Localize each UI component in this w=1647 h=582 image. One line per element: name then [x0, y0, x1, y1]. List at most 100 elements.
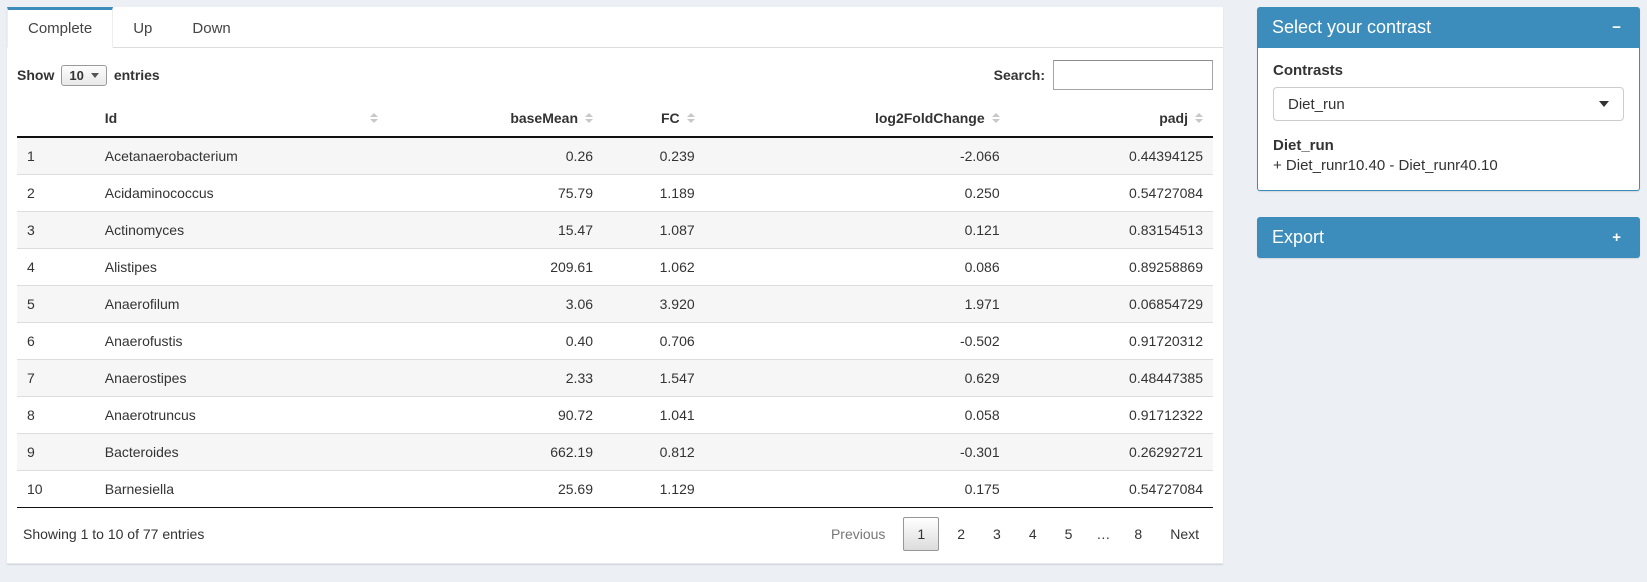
- cell-fc: 1.087: [603, 211, 705, 249]
- contrast-select[interactable]: Diet_run: [1273, 87, 1624, 121]
- export-box-title: Export: [1272, 227, 1325, 247]
- cell-rownum: 7: [17, 359, 95, 397]
- contrast-box: Select your contrast − Contrasts Diet_ru…: [1257, 7, 1640, 191]
- header-row: Id baseMean FC: [17, 100, 1213, 138]
- cell-padj: 0.83154513: [1009, 211, 1213, 249]
- cell-log2foldchange: -2.066: [959, 148, 1000, 164]
- table-row: 1 Acetanaerobacterium 0.26 0.239 -2.066 …: [17, 137, 1213, 175]
- cell-rownum: 5: [17, 285, 95, 323]
- cell-rownum: 3: [17, 211, 95, 249]
- cell-rownum: 6: [17, 322, 95, 360]
- cell-log2foldchange: 0.175: [704, 470, 1010, 508]
- show-label: Show: [17, 67, 55, 83]
- table-wrapper: Id baseMean FC: [7, 96, 1223, 508]
- cell-log2foldchange: 0.086: [704, 248, 1010, 286]
- cell-basemean: 3.06: [387, 285, 604, 323]
- cell-id: Alistipes: [94, 248, 388, 286]
- sort-icon: [686, 113, 695, 123]
- pagination-page-5[interactable]: 5: [1064, 526, 1073, 542]
- column-header-log2foldchange[interactable]: log2FoldChange: [704, 100, 1010, 138]
- cell-id: Anaerofilum: [94, 285, 388, 323]
- pagination-page-3[interactable]: 3: [993, 526, 1001, 542]
- cell-basemean: 15.47: [387, 211, 604, 249]
- contrast-box-body: Contrasts Diet_run Diet_run + Diet_runr1…: [1257, 48, 1640, 191]
- datatable-footer: Showing 1 to 10 of 77 entries Previous 1…: [7, 508, 1223, 563]
- cell-rownum: 1: [27, 148, 35, 164]
- cell-padj: 0.48447385: [1009, 359, 1213, 397]
- contrast-name: Diet_run: [1273, 137, 1334, 154]
- cell-rownum: 8: [17, 396, 95, 434]
- sort-icon: [991, 113, 1000, 123]
- cell-padj: 0.54727084: [1009, 174, 1213, 212]
- page-length-select[interactable]: 10: [61, 64, 107, 86]
- contrast-select-value: Diet_run: [1288, 95, 1345, 113]
- pagination-page-2[interactable]: 2: [957, 526, 966, 542]
- sidebar-panels: Select your contrast − Contrasts Diet_ru…: [1257, 7, 1640, 258]
- search-input[interactable]: [1053, 60, 1213, 90]
- result-tabs: Complete Up Down: [7, 7, 1223, 48]
- cell-rownum: 4: [17, 248, 95, 286]
- contrast-box-title: Select your contrast: [1272, 17, 1432, 37]
- cell-basemean: 90.72: [387, 396, 604, 434]
- sort-icon: [1195, 113, 1203, 123]
- entries-label: entries: [113, 67, 160, 83]
- column-label: Id: [104, 110, 118, 126]
- table-row: 10 Barnesiella 25.69 1.129 0.175 0.54727…: [17, 470, 1213, 508]
- pagination-ellipsis: …: [1096, 526, 1111, 542]
- pagination-page-4[interactable]: 4: [1028, 526, 1037, 542]
- table-row: 3 Actinomyces 15.47 1.087 0.121 0.831545…: [17, 211, 1213, 249]
- cell-basemean: 662.19: [387, 433, 604, 471]
- cell-fc: 1.189: [603, 174, 705, 212]
- cell-rownum: 9: [17, 433, 95, 471]
- page-length-control: Show 10 entries: [17, 64, 160, 86]
- search-control: Search:: [994, 60, 1213, 90]
- column-header-id[interactable]: Id: [94, 100, 388, 138]
- cell-basemean: 0.40: [387, 322, 604, 360]
- expand-plus-icon[interactable]: +: [1608, 228, 1625, 247]
- contrasts-label: Contrasts: [1273, 62, 1344, 79]
- page-length-value: 10: [69, 67, 84, 83]
- cell-fc: 1.062: [603, 248, 705, 286]
- table-row: 5 Anaerofilum 3.06 3.920 1.971 0.0685472…: [17, 285, 1213, 323]
- cell-id: Anaerotruncus: [94, 396, 388, 434]
- collapse-minus-icon[interactable]: −: [1608, 18, 1625, 37]
- cell-rownum: 2: [17, 174, 95, 212]
- table-row: 4 Alistipes 209.61 1.062 0.086 0.8925886…: [17, 248, 1213, 286]
- caret-down-icon: [90, 72, 99, 78]
- pagination-page-8[interactable]: 8: [1134, 526, 1143, 542]
- cell-fc: 1.041: [603, 396, 705, 434]
- cell-id: Actinomyces: [94, 211, 388, 249]
- pagination-page-1[interactable]: 1: [903, 517, 940, 551]
- table-row: 8 Anaerotruncus 90.72 1.041 0.058 0.9171…: [17, 396, 1213, 434]
- pagination-next[interactable]: Next: [1170, 526, 1199, 542]
- sort-icon: [585, 113, 594, 123]
- tab-up[interactable]: Up: [133, 20, 153, 37]
- cell-id: Bacteroides: [94, 433, 388, 471]
- column-label: log2FoldChange: [874, 110, 985, 126]
- cell-padj: 0.54727084: [1009, 470, 1213, 508]
- caret-down-icon: [1599, 101, 1609, 107]
- column-label: baseMean: [510, 110, 579, 126]
- column-header-fc[interactable]: FC: [603, 100, 705, 138]
- cell-basemean: 209.61: [387, 248, 604, 286]
- contrast-box-header: Select your contrast −: [1257, 7, 1640, 48]
- cell-log2foldchange: 0.058: [704, 396, 1010, 434]
- cell-log2foldchange: 1.971: [704, 285, 1010, 323]
- tab-complete[interactable]: Complete: [7, 7, 114, 48]
- export-box-header: Export +: [1257, 217, 1640, 258]
- column-header-padj[interactable]: padj: [1009, 100, 1213, 138]
- cell-padj: 0.89258869: [1009, 248, 1213, 286]
- table-row: 2 Acidaminococcus 75.79 1.189 0.250 0.54…: [17, 174, 1213, 212]
- column-label: FC: [661, 110, 680, 126]
- datatable-controls: Show 10 entries Search:: [7, 48, 1223, 96]
- cell-basemean: 0.26: [565, 148, 594, 164]
- cell-padj: 0.91712322: [1009, 396, 1213, 434]
- results-table: Id baseMean FC: [17, 100, 1213, 508]
- cell-id: Anaerofustis: [94, 322, 388, 360]
- tab-down[interactable]: Down: [192, 20, 231, 37]
- column-header-basemean[interactable]: baseMean: [387, 100, 604, 138]
- cell-basemean: 75.79: [387, 174, 604, 212]
- pagination-previous[interactable]: Previous: [830, 526, 886, 542]
- cell-log2foldchange: 0.629: [704, 359, 1010, 397]
- cell-log2foldchange: -0.502: [704, 322, 1010, 360]
